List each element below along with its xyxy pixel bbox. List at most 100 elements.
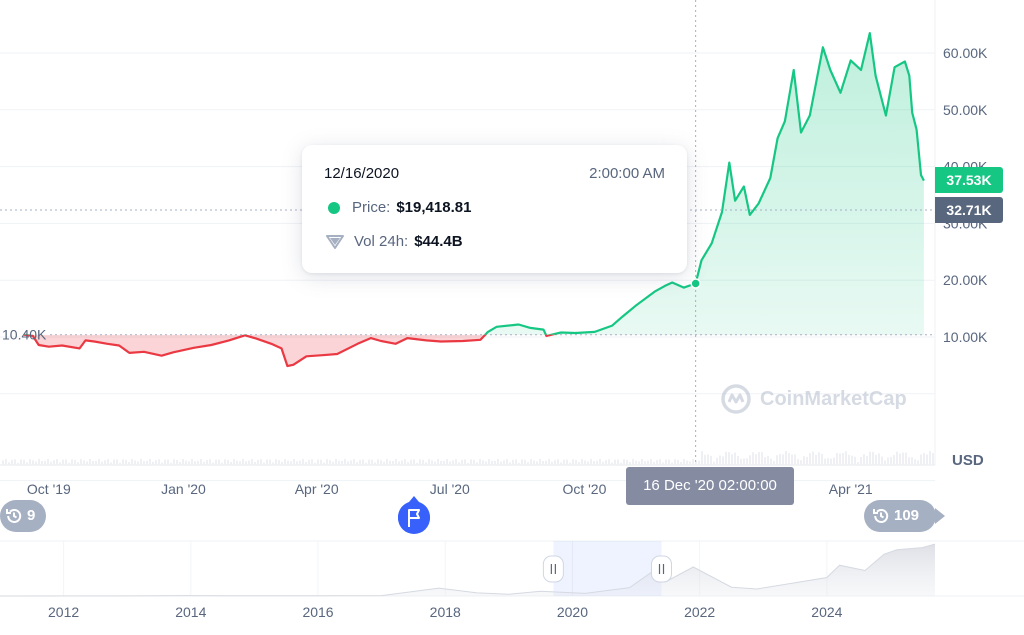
chart-tooltip: 12/16/2020 2:00:00 AM Price: $19,418.81 … xyxy=(302,145,687,273)
volume-bar xyxy=(350,460,352,465)
volume-bar xyxy=(596,460,598,465)
volume-bar xyxy=(17,462,19,465)
volume-bar xyxy=(416,462,418,465)
volume-bar xyxy=(179,461,181,465)
volume-bar xyxy=(761,452,763,465)
volume-bar xyxy=(83,460,85,465)
volume-bar xyxy=(716,457,718,465)
volume-bar xyxy=(281,461,283,465)
y-tick-label: 10.00K xyxy=(943,329,988,345)
volume-bar xyxy=(536,461,538,465)
volume-bar xyxy=(23,459,25,465)
volume-bar xyxy=(371,459,373,465)
volume-bar xyxy=(914,459,916,465)
volume-bar xyxy=(815,454,817,465)
volume-bar xyxy=(323,462,325,465)
volume-bar xyxy=(749,455,751,465)
flag-event-marker[interactable] xyxy=(397,496,431,536)
y-tick-label: 20.00K xyxy=(943,272,988,288)
volume-bar xyxy=(38,459,40,465)
history-icon xyxy=(6,509,22,523)
volume-bar xyxy=(134,460,136,465)
volume-bar xyxy=(413,459,415,465)
volume-bar xyxy=(611,462,613,465)
volume-bar xyxy=(521,459,523,465)
navigator-tick-label: 2012 xyxy=(48,604,79,620)
range-navigator[interactable]: 2012 2014 2016 2018 2020 2022 2024 xyxy=(0,540,1024,620)
tooltip-volume-row: Vol 24h: $44.4B xyxy=(324,233,665,250)
price-line-down xyxy=(23,334,557,368)
volume-bar xyxy=(275,459,277,465)
volume-bar xyxy=(932,453,934,465)
volume-bar xyxy=(131,459,133,465)
volume-bar xyxy=(221,462,223,465)
volume-bar xyxy=(581,459,583,465)
navigator-tick-label: 2020 xyxy=(557,604,588,620)
navigator-area xyxy=(0,544,935,596)
volume-bar xyxy=(524,459,526,465)
currency-label: USD xyxy=(952,452,984,469)
volume-bar xyxy=(437,459,439,465)
volume-bar xyxy=(665,459,667,465)
volume-bar xyxy=(557,459,559,465)
volume-bar xyxy=(641,459,643,465)
history-left-count: 9 xyxy=(27,507,36,524)
volume-bar xyxy=(386,459,388,465)
volume-bar xyxy=(860,457,862,465)
volume-bar xyxy=(407,462,409,465)
navigator-handle-right[interactable] xyxy=(650,555,672,583)
navigator-handle-left[interactable] xyxy=(542,555,564,583)
volume-bar xyxy=(224,459,226,465)
history-icon xyxy=(873,509,889,523)
volume-bar xyxy=(8,462,10,465)
volume-bar xyxy=(875,455,877,465)
volume-bar xyxy=(449,461,451,465)
x-tick-label: Oct '20 xyxy=(562,481,606,497)
volume-bar xyxy=(515,459,517,465)
handle-grip[interactable] xyxy=(542,555,564,583)
volume-bar xyxy=(866,456,868,465)
handle-grip[interactable] xyxy=(650,555,672,583)
volume-icon xyxy=(326,234,344,249)
volume-bar xyxy=(341,461,343,465)
volume-bar xyxy=(314,462,316,465)
volume-bar xyxy=(68,462,70,465)
volume-bar xyxy=(113,459,115,465)
flag-icon xyxy=(408,509,420,527)
volume-bar xyxy=(311,459,313,465)
volume-bar xyxy=(566,459,568,465)
volume-bar xyxy=(854,456,856,465)
volume-bar xyxy=(827,458,829,465)
x-tick-label: Jul '20 xyxy=(430,481,470,497)
volume-bar xyxy=(347,461,349,465)
volume-bar xyxy=(125,459,127,465)
volume-bar xyxy=(638,461,640,465)
volume-bar xyxy=(326,459,328,465)
volume-bar xyxy=(494,460,496,465)
history-events-right-button[interactable]: 109 xyxy=(864,500,945,532)
tooltip-price-label: Price: xyxy=(352,199,391,216)
volume-bar xyxy=(848,454,850,465)
volume-bar xyxy=(428,459,430,465)
volume-bar xyxy=(89,459,91,465)
volume-bar xyxy=(659,459,661,465)
volume-bar xyxy=(836,453,838,465)
volume-bar xyxy=(674,459,676,465)
volume-bar xyxy=(728,452,730,465)
volume-bar xyxy=(662,462,664,465)
volume-bar xyxy=(491,460,493,465)
up-area-fill xyxy=(24,33,924,335)
history-events-left-button[interactable]: 9 xyxy=(0,500,46,532)
volume-bar xyxy=(794,454,796,465)
volume-bar xyxy=(95,460,97,465)
volume-bar xyxy=(677,460,679,465)
volume-bar xyxy=(821,453,823,465)
volume-bar xyxy=(818,452,820,465)
volume-bar xyxy=(764,457,766,465)
volume-bar xyxy=(32,460,34,465)
volume-bar xyxy=(101,461,103,465)
volume-bar xyxy=(692,459,694,465)
volume-bar xyxy=(734,452,736,465)
volume-bar xyxy=(752,452,754,465)
